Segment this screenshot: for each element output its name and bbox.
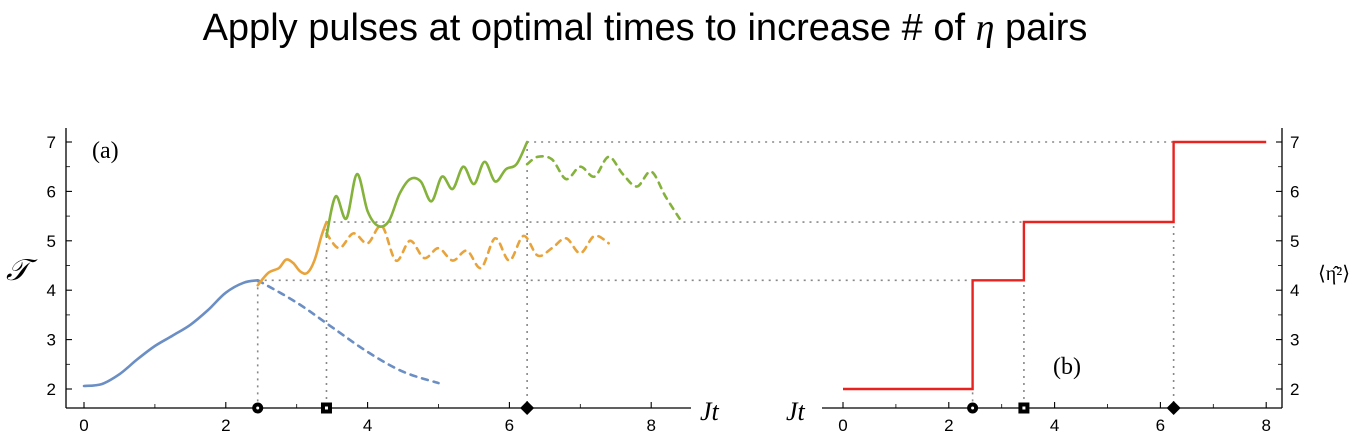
panel-a-x-tick-label: 0 — [79, 416, 88, 435]
panel-a-x-tick-label: 8 — [646, 416, 655, 435]
panel-b-x-tick-label: 8 — [1261, 416, 1270, 435]
slide-title: Apply pulses at optimal times to increas… — [0, 6, 1290, 50]
panel-a-square-center — [324, 406, 328, 410]
panel-b-y-axis-label: ⟨η̂²⟩ — [1318, 263, 1350, 285]
panel-b-x-tick-label: 0 — [838, 416, 847, 435]
panel-b-diamond-marker — [1166, 401, 1181, 415]
series-red-step — [843, 140, 1267, 391]
panel-a-y-axis-label: 𝒯 — [6, 254, 38, 287]
series-orange-solid — [256, 220, 328, 287]
panel-a-y-tick-label: 2 — [47, 380, 56, 399]
panel-b-y-tick-label: 3 — [1290, 331, 1299, 350]
panel-a-y-tick-label: 6 — [47, 182, 56, 201]
panel-b-y-tick-label: 4 — [1290, 281, 1299, 300]
panel-a-x-tick-label: 4 — [363, 416, 372, 435]
title-eta-symbol: η — [975, 7, 995, 49]
panel-a-y-tick-label: 7 — [47, 133, 56, 152]
series-green-dashed — [525, 154, 681, 220]
series-blue-solid — [82, 279, 259, 388]
series-blue-dashed — [256, 279, 440, 385]
title-text: Apply pulses at optimal times to increas… — [202, 7, 976, 49]
panel-b-label: (b) — [1053, 354, 1081, 380]
panel-a-y-tick-label: 4 — [47, 281, 56, 300]
panel-b-x-tick-label: 2 — [944, 416, 953, 435]
panel-b-x-axis-label: Jt — [786, 397, 806, 426]
series-orange-dashed — [325, 224, 610, 270]
panel-b-square-center — [1022, 406, 1026, 410]
series-green-solid — [325, 140, 529, 238]
panel-b-circle-center — [971, 406, 975, 410]
panel-a-label: (a) — [92, 138, 119, 164]
title-text-suffix: pairs — [994, 7, 1088, 49]
panel-b-x-tick-label: 6 — [1156, 416, 1165, 435]
panel-a-y-tick-label: 3 — [47, 331, 56, 350]
panel-b-y-tick-label: 7 — [1290, 133, 1299, 152]
panel-b-x-tick-label: 4 — [1050, 416, 1059, 435]
panel-b-y-tick-label: 2 — [1290, 380, 1299, 399]
panel-b-y-tick-label: 6 — [1290, 182, 1299, 201]
panel-a-x-tick-label: 2 — [221, 416, 230, 435]
panel-a: 2 3 4 5 6 7 0 2 4 6 8 (a) 𝒯 Jt — [6, 128, 720, 435]
panel-a-x-tick-label: 6 — [505, 416, 514, 435]
panel-b: 2 3 4 5 6 7 0 2 4 6 8 (b) ⟨η̂²⟩ Jt — [786, 128, 1350, 435]
panel-b-y-tick-label: 5 — [1290, 232, 1299, 251]
panel-a-diamond-marker — [520, 401, 535, 415]
panel-a-x-axis-label: Jt — [700, 397, 720, 426]
panel-a-circle-center — [256, 406, 260, 410]
panel-a-y-tick-label: 5 — [47, 232, 56, 251]
